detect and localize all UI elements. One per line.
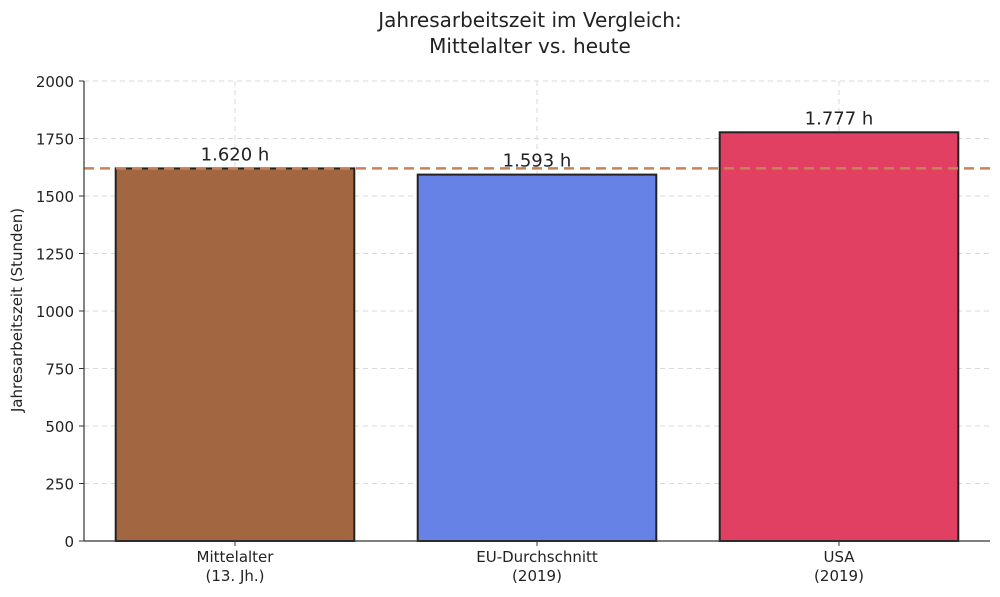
bar-1 <box>114 167 356 542</box>
y-tick-label: 1750 <box>36 131 74 149</box>
y-tick-label: 0 <box>64 533 74 551</box>
y-tick-label: 500 <box>45 418 74 436</box>
chart-title-line-2: Mittelalter vs. heute <box>429 34 631 58</box>
y-tick-label: 2000 <box>36 73 74 91</box>
bar-2 <box>416 173 658 543</box>
x-tick-labels: Mittelalter(13. Jh.)EU-Durchschnitt(2019… <box>197 548 864 585</box>
x-tick-label-line-1: Mittelalter <box>197 548 275 566</box>
bar-value-label: 1.620 h <box>201 144 270 165</box>
y-tick-label: 1250 <box>36 246 74 264</box>
axes <box>79 80 990 546</box>
x-tick-label-line-2: (2019) <box>512 567 562 585</box>
chart-title-line-1: Jahresarbeitszeit im Vergleich: <box>376 8 681 32</box>
x-tick-label-line-1: EU-Durchschnitt <box>476 548 598 566</box>
x-tick-label-line-1: USA <box>823 548 855 566</box>
bar-value-label: 1.593 h <box>503 151 572 172</box>
y-axis-label: Jahresarbeitszeit (Stunden) <box>8 208 26 413</box>
y-tick-label: 250 <box>45 476 74 494</box>
bars <box>114 131 960 543</box>
value-labels: 1.620 h 1.593 h 1.777 h <box>201 108 874 171</box>
bar-3 <box>718 131 960 542</box>
bar-value-label: 1.777 h <box>805 108 874 129</box>
y-tick-label: 1000 <box>36 303 74 321</box>
y-tick-labels: 0 250 500 750 1000 1250 1500 1750 2000 <box>36 73 74 551</box>
x-tick-label-line-2: (13. Jh.) <box>205 567 264 585</box>
y-tick-label: 1500 <box>36 188 74 206</box>
y-tick-label: 750 <box>45 361 74 379</box>
x-tick-label-line-2: (2019) <box>814 567 864 585</box>
